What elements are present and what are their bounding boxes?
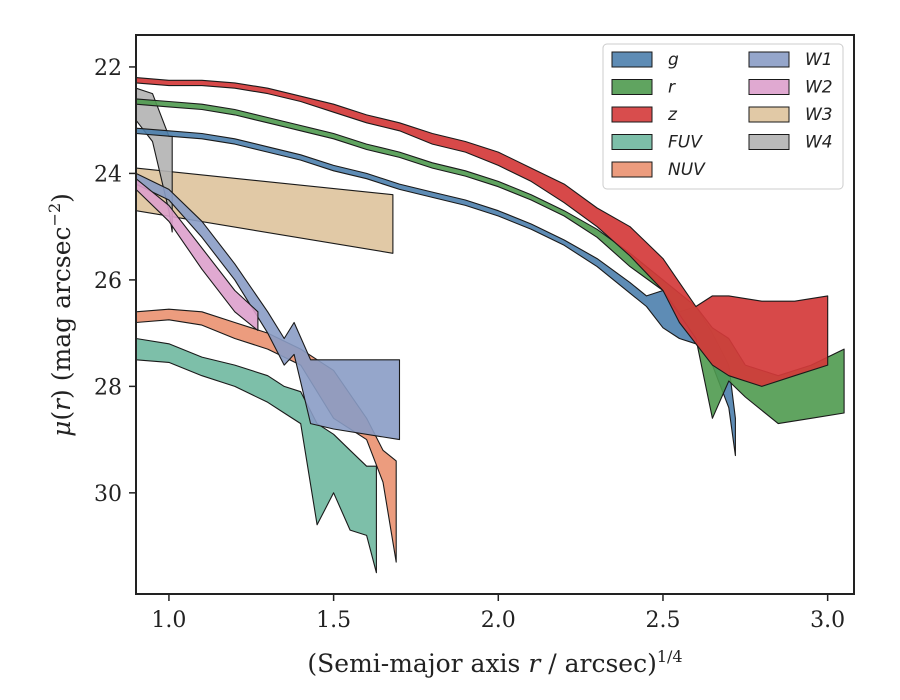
x-axis: 1.0 1.5 2.0 2.5 3.0 — [151, 594, 845, 633]
y-tick-label: 22 — [94, 56, 122, 81]
band-w4 — [136, 87, 173, 233]
band-w2 — [136, 178, 259, 332]
x-tick-label: 1.5 — [316, 608, 351, 633]
legend-swatch-nuv — [611, 161, 653, 178]
legend-swatch-w1 — [748, 51, 790, 68]
band-z — [136, 77, 829, 387]
legend-swatch-r — [611, 79, 653, 95]
legend-label-r: r — [668, 78, 676, 98]
legend-label-w4: W4 — [805, 133, 833, 153]
legend-swatch-w2 — [748, 79, 790, 95]
legend-swatch-g — [611, 51, 653, 68]
legend-label-w1: W1 — [805, 50, 833, 70]
y-axis: 22 24 26 28 30 — [94, 56, 136, 507]
legend-label-w2: W2 — [805, 78, 833, 98]
x-axis-title: (Semi-major axis r / arcsec)1/4 — [307, 647, 682, 678]
band-fuv — [136, 337, 377, 574]
legend-label-g: g — [668, 50, 679, 70]
x-tick-label: 1.0 — [151, 608, 186, 633]
legend-swatch-w4 — [748, 134, 790, 150]
legend-label-w3: W3 — [805, 105, 833, 125]
x-tick-label: 3.0 — [810, 608, 845, 633]
legend-swatch-w3 — [748, 106, 790, 123]
x-tick-label: 2.0 — [481, 608, 516, 633]
band-w3 — [136, 167, 394, 254]
y-tick-label: 28 — [94, 375, 122, 400]
x-tick-label: 2.5 — [645, 608, 680, 633]
band-r — [136, 98, 845, 425]
band-w1 — [136, 172, 401, 441]
y-axis-title: μ(r) (mag arcsec−2) — [45, 193, 76, 437]
legend-label-z: z — [667, 105, 678, 125]
y-tick-label: 26 — [94, 269, 122, 294]
legend-swatch-fuv — [611, 134, 653, 150]
legend: grz FUV NUV W1 W2 W3 W4 — [602, 43, 844, 190]
legend-label-nuv: NUV — [668, 160, 706, 180]
band-g — [136, 127, 736, 457]
band-layer — [136, 77, 845, 574]
plot-frame — [135, 34, 855, 595]
y-tick-label: 30 — [94, 482, 122, 507]
legend-swatch-z — [611, 106, 653, 123]
legend-label-fuv: FUV — [668, 133, 703, 153]
y-tick-label: 24 — [94, 162, 122, 187]
